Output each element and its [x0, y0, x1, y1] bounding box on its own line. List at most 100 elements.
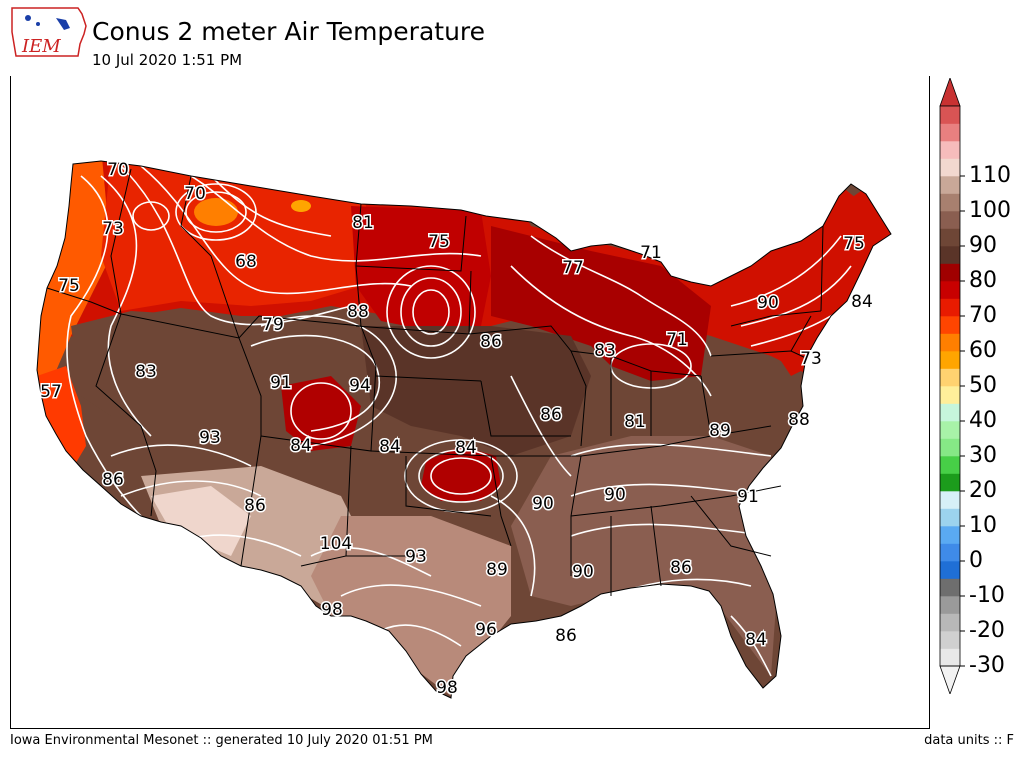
colorbar-band: [940, 281, 960, 299]
station-value-label: 84: [290, 436, 312, 456]
map-title: Conus 2 meter Air Temperature: [92, 17, 486, 46]
colorbar-band: [940, 491, 960, 509]
station-value-label: 89: [486, 560, 508, 580]
station-value-label: 98: [436, 678, 458, 698]
colorbar-band: [940, 211, 960, 229]
station-value-label: 57: [40, 382, 62, 402]
map-timestamp: 10 Jul 2020 1:51 PM: [92, 51, 243, 69]
station-value-label: 70: [107, 160, 129, 180]
iowa-outline-icon: [11, 7, 87, 57]
region-northern-rockies: [101, 161, 371, 311]
conus-temperature-map: 70 70 73 81 75 68 77 71 75 75 79 88 86 83 71 90 84 83 91 94…: [36, 159, 892, 700]
station-value-label: 104: [320, 534, 352, 554]
colorbar-band: [940, 648, 960, 667]
station-value-label: 98: [321, 600, 343, 620]
colorbar-band: [940, 526, 960, 544]
station-value-label: 73: [800, 349, 822, 369]
station-value-label: 94: [349, 376, 371, 396]
temperature-fill: [37, 161, 891, 698]
station-value-label: 89: [709, 421, 731, 441]
station-value-label: 90: [757, 293, 779, 313]
colorbar-tick-label: 30: [969, 443, 997, 468]
colorbar-band: [940, 106, 960, 124]
station-value-label: 68: [235, 252, 257, 272]
iem-logo: IEM: [11, 7, 87, 57]
colorbar-tick-label: 60: [969, 338, 997, 363]
state-borders: [36, 160, 892, 699]
colorbar-band: [940, 578, 960, 597]
colorbar-band: [940, 176, 960, 194]
station-value-label: 88: [788, 410, 810, 430]
station-value-label: 86: [102, 470, 124, 490]
region-great-lakes: [491, 226, 711, 381]
colorbar-band: [940, 316, 960, 334]
colorbar-tick-label: 70: [969, 303, 997, 328]
station-value-label: 84: [455, 438, 477, 458]
colorbar-tick-label: -10: [969, 583, 1005, 608]
colorbar-band: [940, 246, 960, 264]
colorbar-under-arrow: [939, 665, 961, 694]
station-value-label: 83: [135, 362, 157, 382]
colorbar-band: [940, 596, 960, 614]
region-sw-peak: [151, 486, 251, 556]
colorbar-tick-label: 90: [969, 233, 997, 258]
station-value-label: 70: [184, 184, 206, 204]
colorbar-band: [940, 351, 960, 369]
colorbar-band: [940, 123, 960, 142]
region-california-coast: [37, 366, 86, 471]
colorbar-tick-label: -20: [969, 618, 1005, 643]
colorbar-tick-label: -30: [969, 653, 1005, 678]
region-central-plains: [361, 326, 591, 456]
region-northeast: [731, 186, 891, 376]
station-value-label: 81: [624, 412, 646, 432]
station-value-label: 73: [102, 219, 124, 239]
colorbar-band: [940, 298, 960, 317]
station-value-label: 79: [262, 315, 284, 335]
station-value-label: 96: [475, 620, 497, 640]
map-panel: 70 70 73 81 75 68 77 71 75 75 79 88 86 83 71 90 84 83 91 94…: [10, 76, 930, 729]
station-value-label: 84: [379, 437, 401, 457]
colorbar-band: [940, 421, 960, 439]
station-value-label: 88: [347, 302, 369, 322]
footer-units: data units :: F: [924, 733, 1014, 748]
colorbar-band: [940, 456, 960, 474]
region-great-basin: [71, 311, 271, 436]
station-value-label: 90: [604, 485, 626, 505]
region-northern-plains: [351, 206, 491, 331]
colorbar-band: [940, 333, 960, 352]
station-value-label: 71: [640, 243, 662, 263]
station-value-label: 84: [851, 292, 873, 312]
colorbar-tick-label: 110: [969, 163, 1011, 188]
region-texas: [311, 516, 511, 696]
station-value-label: 81: [352, 213, 374, 233]
colorbar-band: [940, 193, 960, 212]
station-value-label: 93: [199, 428, 221, 448]
colorbar-band: [940, 263, 960, 282]
station-value-label: 91: [270, 373, 292, 393]
station-value-label: 90: [532, 494, 554, 514]
colorbar-tick-label: 100: [969, 198, 1011, 223]
station-value-label: 75: [428, 232, 450, 252]
station-value-label: 84: [745, 630, 767, 650]
colorbar-tick-label: 0: [969, 548, 983, 573]
colorbar-band: [940, 438, 960, 457]
station-value-label: 86: [555, 626, 577, 646]
station-value-label: 90: [572, 562, 594, 582]
station-value-label: 75: [58, 276, 80, 296]
colorbar-band: [940, 158, 960, 177]
station-value-label: 86: [540, 405, 562, 425]
colorbar-band: [940, 561, 960, 579]
colorbar-tick-label: 10: [969, 513, 997, 538]
station-value-label: 86: [244, 496, 266, 516]
colorbar-band: [940, 613, 960, 632]
isotherm-contours: [66, 165, 862, 677]
colorbar-tick-label: 20: [969, 478, 997, 503]
colorbar-band: [940, 403, 960, 422]
colorbar-band: [940, 508, 960, 527]
logo-text: IEM: [21, 36, 61, 57]
header: IEM Conus 2 meter Air Temperature 10 Jul…: [0, 0, 1024, 76]
colorbar-band: [940, 473, 960, 492]
region-southeast: [511, 436, 781, 676]
station-value-label: 91: [737, 487, 759, 507]
colorbar-over-arrow: [939, 78, 961, 107]
